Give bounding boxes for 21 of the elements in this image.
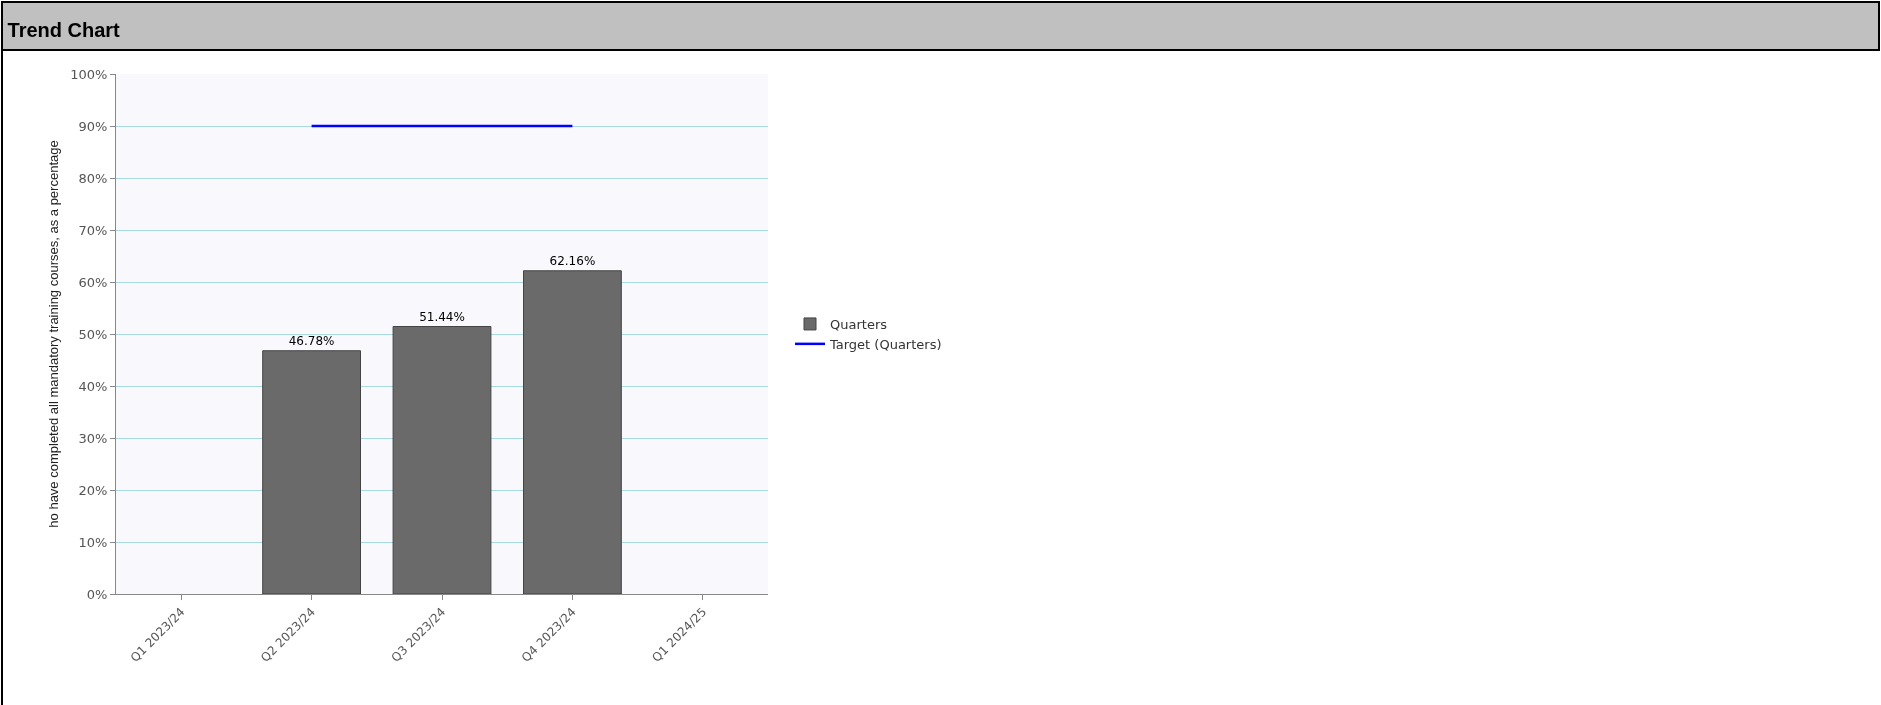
bar: [523, 270, 622, 594]
legend-label: Target (Quarters): [829, 336, 942, 352]
data-label: 46.78%: [288, 333, 335, 348]
y-tick-label: 100%: [70, 66, 108, 82]
data-label: 51.44%: [419, 309, 465, 324]
y-tick-label: 60%: [78, 274, 108, 290]
data-label: 62.16%: [549, 253, 596, 268]
y-tick-label: 10%: [78, 534, 108, 550]
y-tick-label: 70%: [78, 222, 108, 238]
legend-label: Quarters: [830, 317, 888, 333]
bar: [392, 326, 492, 594]
bar: [262, 350, 361, 594]
y-tick-label: 20%: [78, 482, 108, 498]
y-tick-label: 80%: [78, 170, 108, 186]
y-tick-label: 90%: [78, 118, 108, 134]
y-tick-label: 40%: [78, 378, 108, 394]
y-tick-label: 30%: [78, 430, 108, 446]
y-tick-label: 50%: [78, 326, 108, 342]
y-tick-label: 0%: [86, 586, 108, 602]
chart-title: Trend Chart: [7, 19, 121, 41]
y-axis-title: ho have completed all mandatory training courses, as a percentage: [46, 140, 62, 528]
